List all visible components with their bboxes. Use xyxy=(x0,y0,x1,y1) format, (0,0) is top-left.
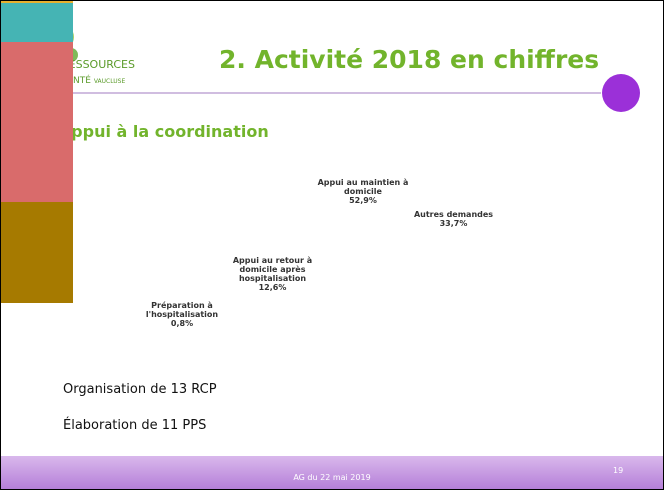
bar-label: Autres demandes 33,7% xyxy=(406,210,502,228)
title: 2. Activité 2018 en chiffres xyxy=(219,45,600,74)
logo-line1: RESSOURCES xyxy=(61,58,135,71)
category-label: Appui au maintien à domicile xyxy=(317,178,409,196)
value-label: 12,6% xyxy=(258,282,287,292)
value-label: 0,8% xyxy=(170,318,194,328)
bar xyxy=(1,1,73,4)
text-line: Élaboration de 11 PPS xyxy=(63,418,207,433)
footer: AG du 22 mai 2019 19 xyxy=(1,456,663,489)
value-label: 52,9% xyxy=(349,196,377,205)
divider xyxy=(23,74,640,112)
text-line: Organisation de 13 RCP xyxy=(63,382,217,397)
footer-text: AG du 22 mai 2019 xyxy=(293,473,371,482)
bar-label: Appui au maintien à domicile 52,9% xyxy=(315,178,411,205)
value-label: 33,7% xyxy=(439,219,468,229)
chart: Préparation à l'hospitalisation 0,8% Appui… xyxy=(1,1,663,341)
page-number: 19 xyxy=(613,466,624,475)
category-label: Appui au retour à domicile après hospita… xyxy=(232,255,313,283)
category-label: Préparation à l'hospitalisation xyxy=(145,300,219,319)
bar xyxy=(1,201,73,304)
bar-label: Appui au retour à domicile après hospita… xyxy=(225,256,321,292)
category-label: Autres demandes xyxy=(413,210,494,220)
bar xyxy=(1,3,73,42)
bar xyxy=(1,41,73,202)
bar-label: Préparation à l'hospitalisation 0,8% xyxy=(134,301,230,328)
subtitle: 2. Appui à la coordination xyxy=(36,122,269,141)
